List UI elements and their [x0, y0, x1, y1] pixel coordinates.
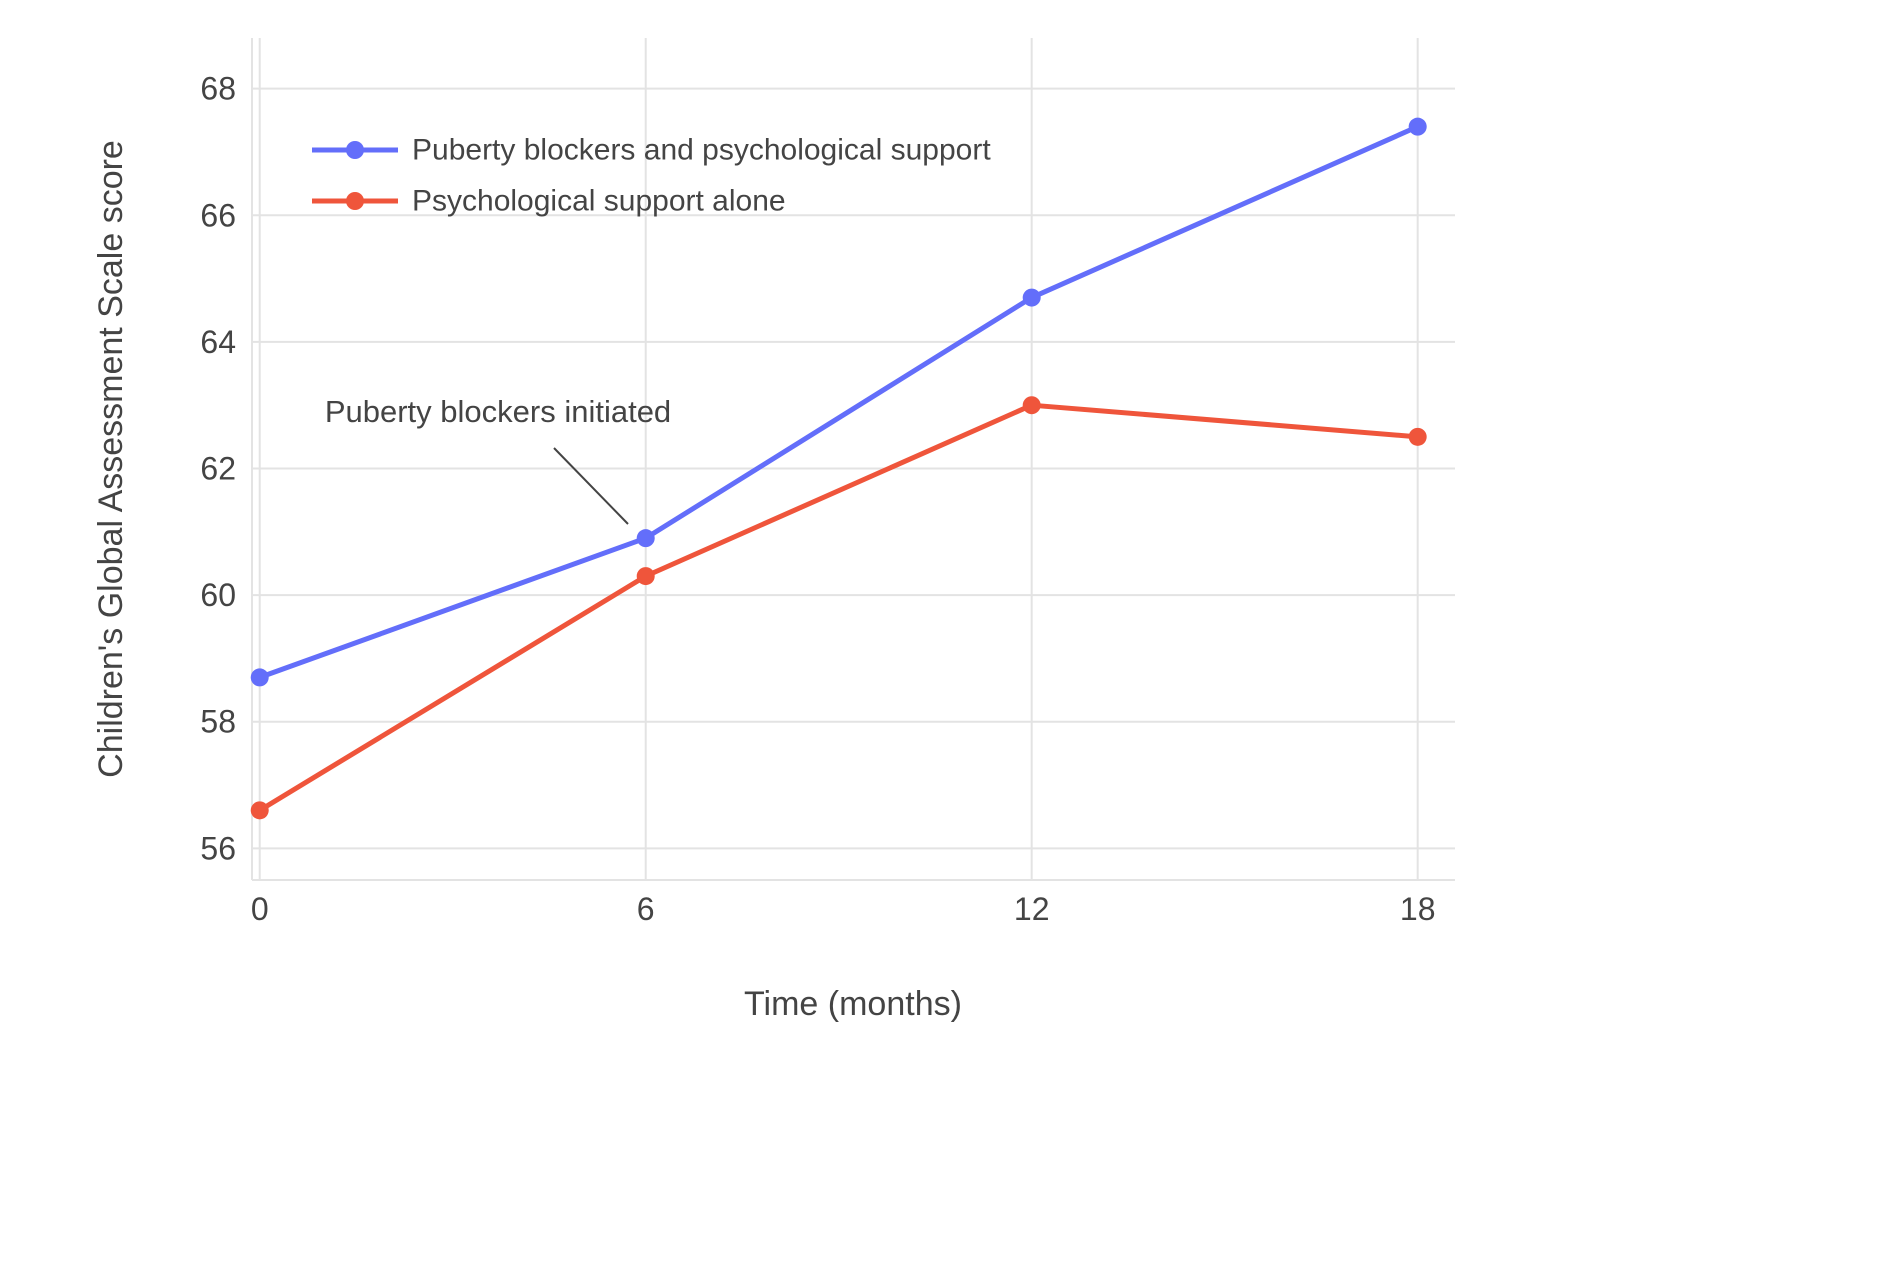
x-tick-label: 6 [637, 891, 655, 927]
data-point-marker[interactable] [1022, 288, 1041, 307]
x-axis-title: Time (months) [744, 985, 962, 1023]
y-tick-label: 64 [200, 324, 236, 360]
data-point-marker[interactable] [636, 567, 655, 586]
annotation-text: Puberty blockers initiated [325, 394, 671, 429]
data-point-marker[interactable] [636, 529, 655, 548]
legend-label-blockers: Puberty blockers and psychological suppo… [412, 134, 991, 167]
data-point-marker[interactable] [1022, 396, 1041, 415]
legend-item-psych-alone[interactable]: Psychological support alone [312, 185, 786, 218]
tick-labels: 56 58 60 62 64 66 68 0 6 12 18 [200, 71, 1435, 927]
series-line [257, 402, 1421, 813]
data-point-marker[interactable] [250, 801, 269, 820]
y-tick-label: 58 [200, 704, 236, 740]
y-tick-label: 68 [200, 71, 236, 107]
series-group [250, 117, 1427, 820]
y-tick-label: 56 [200, 830, 236, 866]
data-point-marker[interactable] [1408, 427, 1427, 446]
x-tick-label: 0 [251, 891, 269, 927]
legend: Puberty blockers and psychological suppo… [312, 134, 991, 218]
annotation-pointer-line [553, 447, 629, 525]
y-tick-label: 62 [200, 450, 236, 486]
legend-marker-blockers [346, 141, 364, 159]
legend-marker-psych-alone [346, 192, 364, 210]
y-axis-title: Children's Global Assessment Scale score [92, 140, 130, 778]
gridlines [251, 38, 1455, 881]
data-point-marker[interactable] [1408, 117, 1427, 136]
series-line [257, 124, 1421, 680]
data-point-marker[interactable] [250, 668, 269, 687]
annotation: Puberty blockers initiated [325, 394, 671, 525]
legend-item-blockers[interactable]: Puberty blockers and psychological suppo… [312, 134, 991, 167]
legend-label-psych-alone: Psychological support alone [412, 185, 786, 218]
x-tick-label: 12 [1014, 891, 1050, 927]
y-tick-label: 66 [200, 197, 236, 233]
y-tick-label: 60 [200, 577, 236, 613]
x-tick-label: 18 [1400, 891, 1436, 927]
